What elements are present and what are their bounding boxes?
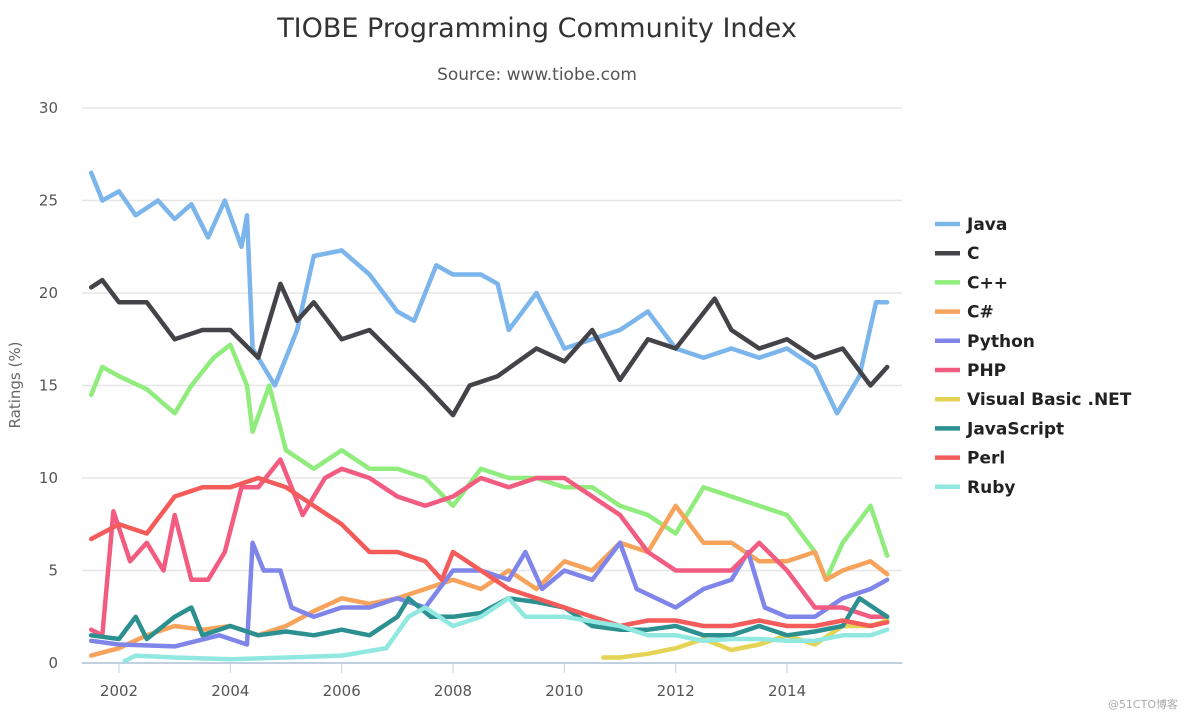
legend-label: Ruby xyxy=(967,478,1015,498)
legend-label: C++ xyxy=(967,273,1008,293)
legend-label: Perl xyxy=(967,449,1005,469)
legend-label: Python xyxy=(967,332,1035,352)
series-line-java[interactable] xyxy=(88,170,890,416)
legend-item[interactable]: Visual Basic .NET xyxy=(935,390,1132,410)
legend-label: Java xyxy=(966,215,1007,235)
series-line-php[interactable] xyxy=(88,457,890,638)
x-tick-label: 2014 xyxy=(768,682,806,700)
x-tick-label: 2006 xyxy=(323,682,361,700)
chart-title: TIOBE Programming Community Index xyxy=(276,13,797,44)
series-line-ruby[interactable] xyxy=(122,596,890,664)
legend-item[interactable]: Java xyxy=(935,215,1007,235)
legend-label: C xyxy=(967,244,979,264)
legend-item[interactable]: Perl xyxy=(935,449,1005,469)
y-tick-label: 20 xyxy=(39,284,58,302)
legend-label: C# xyxy=(967,303,994,323)
series-line-c-[interactable] xyxy=(88,342,890,583)
y-tick-label: 25 xyxy=(39,192,58,210)
y-tick-label: 5 xyxy=(48,562,58,580)
series-line-python[interactable] xyxy=(88,540,890,649)
x-tick-label: 2008 xyxy=(434,682,472,700)
legend-item[interactable]: C++ xyxy=(935,273,1008,293)
legend-label: PHP xyxy=(967,361,1006,381)
series-line-perl[interactable] xyxy=(88,475,890,629)
series-line-javascript[interactable] xyxy=(88,596,890,642)
x-tick-label: 2002 xyxy=(100,682,138,700)
y-tick-label: 10 xyxy=(39,469,58,487)
x-tick-label: 2004 xyxy=(211,682,249,700)
y-tick-label: 15 xyxy=(39,377,58,395)
legend-item[interactable]: C# xyxy=(935,303,994,323)
legend-item[interactable]: C xyxy=(935,244,979,264)
y-tick-label: 30 xyxy=(39,99,58,117)
watermark: @51CTO博客 xyxy=(1108,697,1178,711)
y-axis-label: Ratings (%) xyxy=(6,342,24,429)
legend-label: JavaScript xyxy=(966,419,1064,439)
x-tick-label: 2010 xyxy=(545,682,583,700)
legend-item[interactable]: Ruby xyxy=(935,478,1015,498)
y-tick-label: 0 xyxy=(48,654,58,672)
chart-subtitle: Source: www.tiobe.com xyxy=(437,65,637,85)
series-line-visual-basic-net[interactable] xyxy=(601,618,890,660)
x-tick-label: 2012 xyxy=(657,682,695,700)
legend-item[interactable]: JavaScript xyxy=(935,419,1064,439)
legend-item[interactable]: PHP xyxy=(935,361,1006,381)
legend-label: Visual Basic .NET xyxy=(967,390,1132,410)
legend-item[interactable]: Python xyxy=(935,332,1035,352)
series-line-c[interactable] xyxy=(88,277,890,418)
